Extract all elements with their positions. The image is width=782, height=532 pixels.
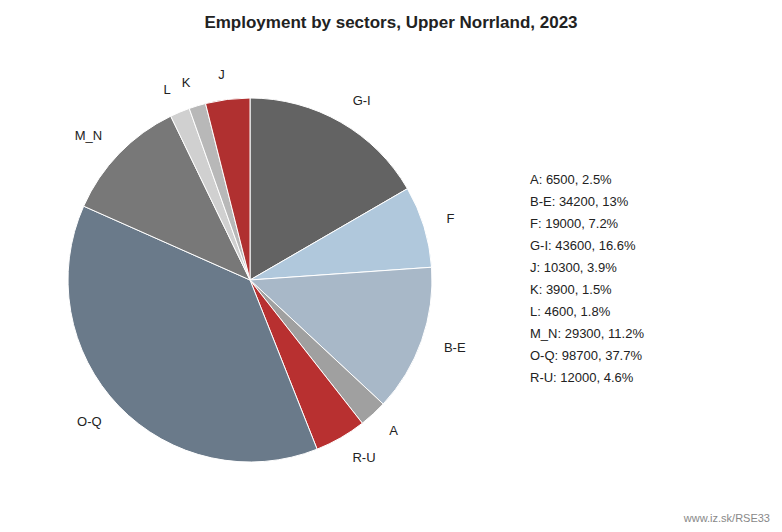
legend-entry: O-Q: 98700, 37.7% <box>530 348 642 363</box>
legend-entry: A: 6500, 2.5% <box>530 172 612 187</box>
slice-label: K <box>182 75 191 90</box>
legend-entry: R-U: 12000, 4.6% <box>530 370 634 385</box>
slice-label: R-U <box>352 450 375 465</box>
legend: A: 6500, 2.5% B-E: 34200, 13% F: 19000, 7.… <box>530 172 644 385</box>
source: www.iz.sk/RSE33 <box>683 512 770 524</box>
pie <box>68 98 432 462</box>
slice-labels: G-I F B-E A R-U O-Q M_N LK J <box>75 67 466 464</box>
slice-label: A <box>389 423 398 438</box>
slice-label: F <box>447 211 455 226</box>
title: Employment by sectors, Upper Norrland, 2… <box>204 13 577 32</box>
legend-entry: L: 4600, 1.8% <box>530 304 611 319</box>
slice-label: B-E <box>444 340 466 355</box>
chart: Employment by sectors, Upper Norrland, 2… <box>0 0 782 532</box>
slice-label: G-I <box>353 93 371 108</box>
slice-label: M_N <box>75 128 102 143</box>
legend-entry: F: 19000, 7.2% <box>530 216 619 231</box>
slice-label: O-Q <box>77 414 102 429</box>
slice-label: L <box>164 82 171 97</box>
legend-entry: G-I: 43600, 16.6% <box>530 238 636 253</box>
slice <box>206 98 250 280</box>
legend-entry: J: 10300, 3.9% <box>530 260 617 275</box>
legend-entry: K: 3900, 1.5% <box>530 282 612 297</box>
legend-entry: M_N: 29300, 11.2% <box>530 326 644 341</box>
slice-label: J <box>218 67 225 82</box>
legend-entry: B-E: 34200, 13% <box>530 194 629 209</box>
slice <box>250 189 432 280</box>
